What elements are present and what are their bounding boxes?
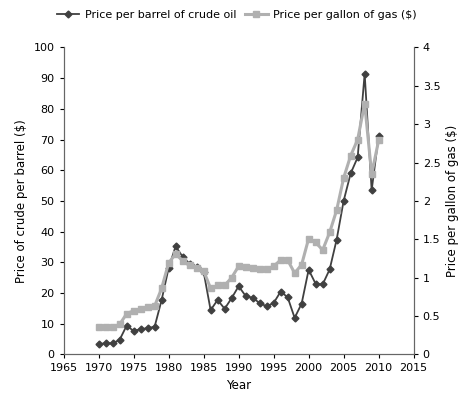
Price per gallon of gas ($) — [257, 267, 263, 272]
Price per gallon of gas ($) — [152, 304, 157, 309]
Price per gallon of gas ($) — [194, 265, 200, 270]
Price per gallon of gas ($) — [243, 265, 248, 269]
Price per gallon of gas ($) — [355, 137, 361, 142]
Price per gallon of gas ($) — [250, 265, 255, 270]
Price per barrel of crude oil — [264, 304, 270, 309]
Price per gallon of gas ($) — [278, 258, 283, 263]
Price per gallon of gas ($) — [117, 322, 122, 327]
Price per gallon of gas ($) — [334, 208, 339, 212]
Price per barrel of crude oil — [355, 155, 361, 160]
Price per barrel of crude oil — [187, 261, 192, 266]
Price per barrel of crude oil — [334, 237, 339, 242]
Price per gallon of gas ($) — [341, 175, 346, 180]
Price per barrel of crude oil — [180, 254, 185, 259]
Price per gallon of gas ($) — [306, 236, 311, 241]
Price per barrel of crude oil — [271, 300, 276, 305]
Price per gallon of gas ($) — [96, 324, 101, 329]
Price per gallon of gas ($) — [187, 263, 192, 268]
Price per barrel of crude oil — [306, 267, 311, 272]
Price per gallon of gas ($) — [348, 153, 354, 158]
Price per barrel of crude oil — [362, 71, 367, 76]
Price per barrel of crude oil — [145, 326, 150, 330]
Price per gallon of gas ($) — [208, 286, 213, 291]
Price per gallon of gas ($) — [285, 258, 291, 263]
Price per gallon of gas ($) — [131, 308, 137, 313]
Price per barrel of crude oil — [110, 341, 116, 346]
Price per gallon of gas ($) — [229, 275, 235, 280]
Price per gallon of gas ($) — [264, 267, 270, 272]
X-axis label: Year: Year — [226, 379, 251, 392]
Price per gallon of gas ($) — [299, 262, 304, 267]
Price per barrel of crude oil — [117, 337, 122, 342]
Price per barrel of crude oil — [152, 324, 157, 329]
Price per barrel of crude oil — [313, 281, 319, 286]
Price per barrel of crude oil — [201, 269, 207, 274]
Y-axis label: Price per gallon of gas ($): Price per gallon of gas ($) — [446, 125, 459, 277]
Price per gallon of gas ($) — [313, 240, 319, 245]
Legend: Price per barrel of crude oil, Price per gallon of gas ($): Price per barrel of crude oil, Price per… — [53, 6, 421, 24]
Price per gallon of gas ($) — [292, 271, 298, 276]
Price per barrel of crude oil — [222, 306, 228, 311]
Price per barrel of crude oil — [250, 295, 255, 300]
Price per gallon of gas ($) — [124, 311, 129, 316]
Price per barrel of crude oil — [320, 282, 326, 287]
Price per gallon of gas ($) — [138, 307, 144, 312]
Price per gallon of gas ($) — [236, 264, 241, 269]
Price per gallon of gas ($) — [145, 304, 150, 309]
Price per barrel of crude oil — [369, 188, 374, 193]
Price per barrel of crude oil — [103, 341, 109, 346]
Price per gallon of gas ($) — [166, 260, 172, 265]
Price per barrel of crude oil — [299, 301, 304, 306]
Price per barrel of crude oil — [194, 264, 200, 269]
Price per barrel of crude oil — [236, 284, 241, 289]
Price per gallon of gas ($) — [103, 324, 109, 329]
Price per barrel of crude oil — [376, 133, 382, 138]
Price per barrel of crude oil — [292, 315, 298, 320]
Price per barrel of crude oil — [131, 328, 137, 333]
Price per barrel of crude oil — [166, 266, 172, 271]
Price per barrel of crude oil — [278, 289, 283, 294]
Price per barrel of crude oil — [341, 198, 346, 203]
Price per barrel of crude oil — [208, 308, 213, 313]
Price per gallon of gas ($) — [222, 283, 228, 288]
Line: Price per gallon of gas ($): Price per gallon of gas ($) — [95, 101, 382, 330]
Price per gallon of gas ($) — [110, 324, 116, 329]
Price per gallon of gas ($) — [327, 230, 332, 235]
Price per gallon of gas ($) — [320, 247, 326, 252]
Price per barrel of crude oil — [229, 296, 235, 301]
Line: Price per barrel of crude oil: Price per barrel of crude oil — [96, 71, 381, 346]
Price per barrel of crude oil — [215, 298, 220, 302]
Price per barrel of crude oil — [243, 293, 248, 298]
Price per gallon of gas ($) — [173, 252, 178, 256]
Price per barrel of crude oil — [285, 295, 291, 300]
Price per barrel of crude oil — [124, 323, 129, 328]
Price per barrel of crude oil — [173, 244, 178, 249]
Price per gallon of gas ($) — [362, 101, 367, 106]
Price per barrel of crude oil — [348, 171, 354, 176]
Price per gallon of gas ($) — [159, 286, 164, 291]
Price per gallon of gas ($) — [271, 264, 276, 269]
Price per gallon of gas ($) — [215, 283, 220, 288]
Price per barrel of crude oil — [138, 327, 144, 332]
Price per barrel of crude oil — [327, 267, 332, 272]
Price per barrel of crude oil — [96, 341, 101, 346]
Price per gallon of gas ($) — [376, 138, 382, 143]
Y-axis label: Price of crude per barrel ($): Price of crude per barrel ($) — [15, 119, 28, 283]
Price per barrel of crude oil — [257, 300, 263, 305]
Price per barrel of crude oil — [159, 298, 164, 302]
Price per gallon of gas ($) — [201, 268, 207, 273]
Price per gallon of gas ($) — [180, 258, 185, 263]
Price per gallon of gas ($) — [369, 172, 374, 177]
